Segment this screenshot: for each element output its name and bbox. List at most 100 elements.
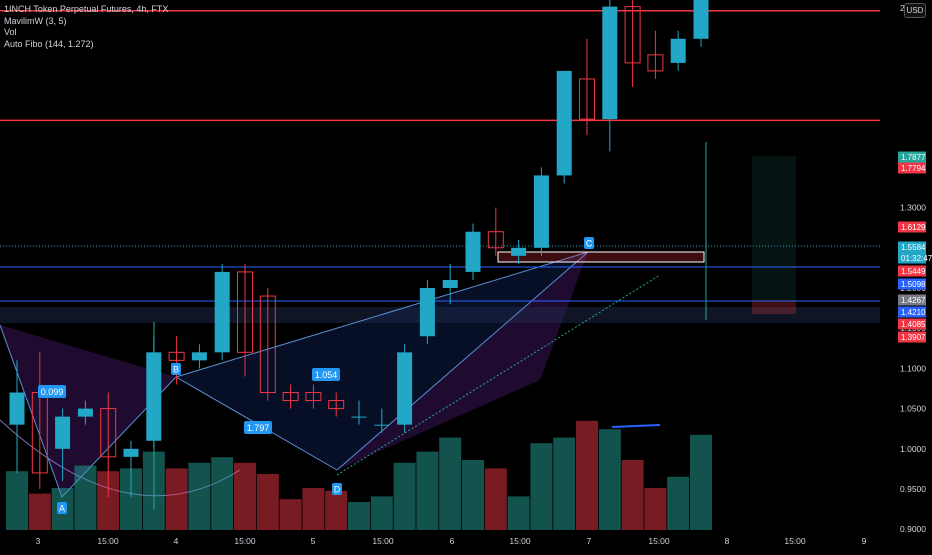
stop-zone	[752, 300, 796, 314]
candle[interactable]	[511, 247, 527, 256]
volume-bar	[188, 462, 211, 530]
price-tag	[898, 241, 926, 253]
candle[interactable]	[259, 295, 276, 394]
price-tag	[898, 306, 926, 318]
time-axis-tick: 15:00	[97, 536, 119, 546]
volume-bar	[667, 476, 690, 530]
volume-bar	[6, 471, 28, 530]
price-tag	[898, 252, 926, 264]
candle[interactable]	[647, 54, 664, 72]
price-tag	[898, 265, 926, 277]
price-tag-text: 01:32:47	[901, 254, 932, 263]
volume-bar	[484, 468, 507, 530]
candle[interactable]	[77, 408, 93, 417]
price-tag	[898, 162, 926, 174]
candle[interactable]	[397, 352, 413, 425]
candle[interactable]	[624, 6, 641, 64]
indicator-auto-fibo[interactable]: Auto Fibo (144, 1.272)	[4, 38, 94, 49]
candle[interactable]	[328, 400, 345, 410]
pattern-triangle-bcd	[176, 252, 588, 470]
time-axis-tick: 6	[450, 536, 455, 546]
pattern-point-c	[584, 237, 594, 249]
price-tag-text: 1.4085	[901, 320, 926, 329]
candle[interactable]	[533, 175, 549, 248]
candle[interactable]	[9, 392, 25, 425]
candle[interactable]	[579, 78, 595, 120]
price-tag	[898, 331, 926, 343]
indicator-vol[interactable]: Vol	[4, 27, 17, 37]
price-tag	[898, 294, 926, 306]
chart-legend: 1INCH Token Perpetual Futures, 4h, FTX M…	[4, 4, 168, 50]
mavilim-line	[611, 424, 661, 428]
price-axis-tick: 1.3000	[900, 203, 926, 213]
ratio-label	[312, 368, 340, 381]
time-axis-tick: 15:00	[648, 536, 670, 546]
ratio-label	[38, 385, 66, 398]
price-tag-text: 1.6129	[901, 223, 926, 232]
indicator-mavilimw[interactable]: MavilimW (3, 5)	[4, 15, 67, 26]
symbol-title[interactable]: 1INCH Token Perpetual Futures, 4h, FTX	[4, 4, 169, 14]
trend-line	[336, 274, 661, 476]
volume-bar	[97, 471, 120, 530]
pattern-point-a	[57, 502, 67, 514]
candle[interactable]	[214, 271, 230, 353]
candle[interactable]	[237, 271, 253, 353]
volume-bar	[348, 502, 370, 530]
volume-bar	[553, 437, 576, 530]
candle[interactable]	[442, 279, 458, 288]
ratio-label-text: 0.099	[41, 387, 64, 397]
ratio-label-text: 1.054	[315, 370, 338, 380]
candle[interactable]	[123, 448, 139, 457]
candle[interactable]	[305, 392, 322, 402]
candle[interactable]	[100, 408, 117, 458]
price-tag-text: 1.4210	[901, 308, 926, 317]
candle[interactable]	[487, 231, 504, 249]
volume-bar	[530, 443, 553, 530]
price-axis-tick: 1.0000	[900, 444, 926, 454]
candle[interactable]	[602, 6, 618, 120]
candle[interactable]	[419, 288, 435, 337]
price-tag	[898, 221, 926, 233]
volume-bar	[234, 462, 256, 530]
volume-bar	[28, 493, 51, 530]
price-tag-text: 1.5098	[901, 280, 926, 289]
price-tag-text: 1.3907	[901, 333, 926, 342]
candle[interactable]	[556, 70, 572, 176]
pattern-point-b	[171, 363, 181, 375]
candle[interactable]	[55, 416, 71, 449]
price-tag	[898, 278, 926, 290]
time-axis-tick: 5	[311, 536, 316, 546]
candle[interactable]	[670, 38, 686, 63]
price-tag	[898, 318, 926, 330]
volume-bar	[165, 468, 188, 530]
volume-bar	[302, 488, 325, 530]
volume-bar	[416, 451, 439, 530]
volume-bar	[576, 420, 598, 530]
candle[interactable]	[374, 424, 390, 426]
currency-button[interactable]: USD	[904, 3, 926, 18]
candle[interactable]	[191, 352, 207, 361]
pattern-point-label: C	[586, 239, 593, 249]
candle[interactable]	[693, 0, 709, 39]
candle[interactable]	[146, 352, 162, 441]
time-axis-tick: 3	[36, 536, 41, 546]
volume-bar	[142, 451, 165, 530]
volume-bar	[598, 429, 621, 530]
candle[interactable]	[465, 231, 481, 272]
volume-bar	[439, 437, 462, 530]
candle[interactable]	[282, 392, 299, 402]
volume-bar	[690, 434, 712, 530]
price-axis-tick: 0.9500	[900, 484, 926, 494]
price-tag-text: 1.4267	[901, 296, 926, 305]
time-axis-tick: 9	[862, 536, 867, 546]
volume-bar	[256, 474, 279, 530]
time-axis-tick: 15:00	[784, 536, 806, 546]
candle[interactable]	[168, 351, 185, 361]
pattern-point-label: A	[59, 504, 65, 514]
volume-bar	[325, 490, 348, 530]
price-axis-tick: 0.9000	[900, 524, 926, 534]
time-axis-tick: 4	[174, 536, 179, 546]
candle[interactable]	[351, 416, 367, 418]
